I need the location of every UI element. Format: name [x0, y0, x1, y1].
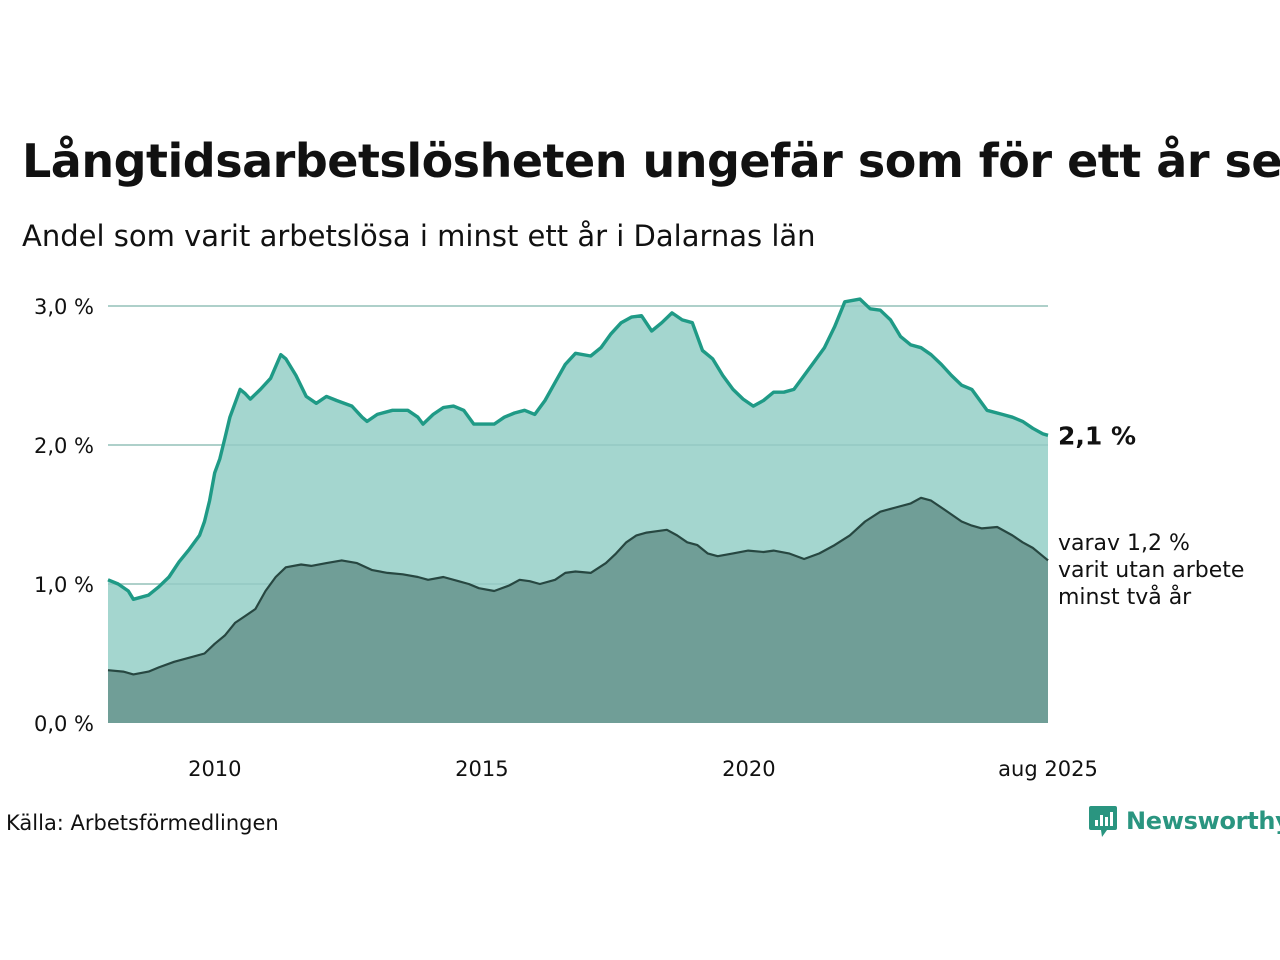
- x-tick-label: aug 2025: [998, 757, 1098, 781]
- newsworthy-logo-icon: [1089, 806, 1117, 837]
- y-tick-label: 3,0 %: [34, 295, 94, 319]
- source-note: Källa: Arbetsförmedlingen: [6, 811, 279, 835]
- x-tick-label: 2010: [188, 757, 241, 781]
- brand-logo: Newsworthy: [1088, 804, 1280, 838]
- chart-subtitle: Andel som varit arbetslösa i minst ett å…: [22, 219, 816, 253]
- chart-title: Långtidsarbetslösheten ungefär som för e…: [22, 134, 1280, 188]
- two-years-end-label: varav 1,2 %: [1058, 531, 1190, 556]
- y-tick-label: 1,0 %: [34, 573, 94, 597]
- brand-name: Newsworthy: [1126, 807, 1280, 835]
- two-years-end-label: minst två år: [1058, 584, 1192, 610]
- x-tick-label: 2020: [722, 757, 775, 781]
- x-tick-label: 2015: [455, 757, 508, 781]
- y-tick-label: 2,0 %: [34, 434, 94, 458]
- two-years-area: [108, 497, 1048, 723]
- y-tick-label: 0,0 %: [34, 712, 94, 736]
- two-years-line: [107, 496, 1049, 676]
- total-line: [107, 297, 1049, 601]
- total-end-label: 2,1 %: [1058, 421, 1136, 450]
- two-years-end-label: varit utan arbete: [1058, 558, 1244, 583]
